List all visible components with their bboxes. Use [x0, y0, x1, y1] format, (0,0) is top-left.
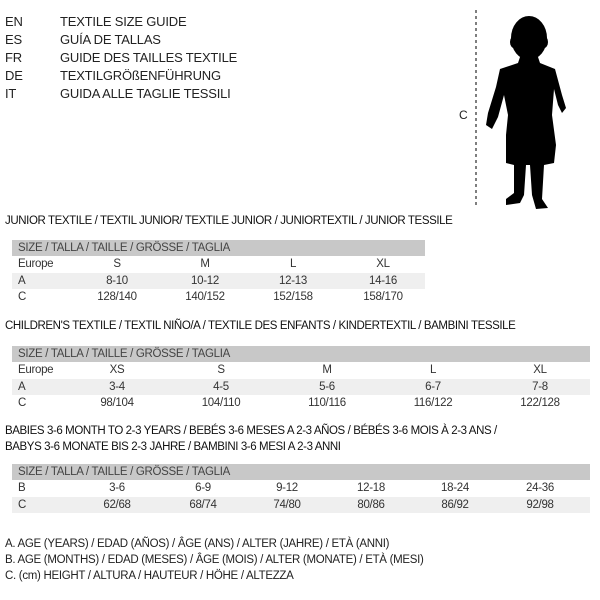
- language-title: TEXTILGRÖßENFÜHRUNG: [60, 68, 221, 83]
- table-title: BABIES 3-6 MONTH TO 2-3 YEARS / BEBÉS 3-…: [5, 425, 497, 437]
- table-title: BABYS 3-6 MONATE BIS 2-3 JAHRE / BAMBINI…: [5, 441, 341, 453]
- row-label: C: [18, 397, 27, 409]
- table-cell: 6-9: [195, 482, 211, 494]
- table-cell: 10-12: [191, 274, 219, 287]
- table-title: CHILDREN'S TEXTILE / TEXTIL NIÑO/A / TEX…: [5, 320, 516, 332]
- table-cell: 8-10: [106, 274, 128, 287]
- table-cell: 80/86: [357, 498, 385, 511]
- table-cell: 7-8: [532, 380, 548, 393]
- table-row: A 3-4 4-5 5-6 6-7 7-8: [12, 378, 590, 395]
- table-cell: 24-36: [526, 482, 554, 494]
- table-cell: M: [322, 364, 332, 376]
- row-label: A: [18, 274, 26, 287]
- table-cell: 12-18: [357, 482, 385, 494]
- table-row: Europe S M L XL: [12, 256, 425, 273]
- table-cell: 74/80: [273, 498, 301, 511]
- row-label: Europe: [18, 364, 54, 376]
- language-title: TEXTILE SIZE GUIDE: [60, 14, 187, 29]
- language-title: GUIDE DES TAILLES TEXTILE: [60, 50, 238, 65]
- language-title: GUÍA DE TALLAS: [60, 32, 161, 47]
- legend-item: C. (cm) HEIGHT / ALTURA / HAUTEUR / HÖHE…: [5, 570, 294, 582]
- table-header: SIZE / TALLA / TAILLE / GRÖSSE / TAGLIA: [12, 464, 590, 480]
- size-table: SIZE / TALLA / TAILLE / GRÖSSE / TAGLIA …: [12, 464, 590, 513]
- table-cell: 4-5: [213, 380, 229, 393]
- table-cell: S: [217, 364, 225, 376]
- table-cell: 68/74: [189, 498, 217, 511]
- table-cell: XL: [533, 364, 547, 376]
- table-cell: 18-24: [441, 482, 469, 494]
- table-row: C 98/104 104/110 110/116 116/122 122/128: [12, 395, 590, 412]
- measure-label: C: [459, 108, 468, 122]
- table-cell: 62/68: [103, 498, 131, 511]
- table-cell: 14-16: [369, 274, 397, 287]
- table-cell: 152/158: [273, 291, 313, 303]
- table-cell: 9-12: [276, 482, 298, 494]
- table-cell: 110/116: [308, 397, 346, 409]
- table-cell: XL: [376, 258, 390, 270]
- table-cell: 116/122: [413, 397, 453, 409]
- table-cell: S: [113, 258, 121, 270]
- table-header: SIZE / TALLA / TAILLE / GRÖSSE / TAGLIA: [12, 240, 425, 256]
- language-code: EN: [5, 14, 23, 29]
- table-cell: 92/98: [526, 498, 554, 511]
- language-title: GUIDA ALLE TAGLIE TESSILI: [60, 86, 231, 101]
- table-cell: 98/104: [100, 397, 134, 409]
- row-label: C: [18, 498, 27, 511]
- table-cell: 86/92: [441, 498, 469, 511]
- table-cell: XS: [109, 364, 125, 376]
- table-cell: 3-6: [109, 482, 125, 494]
- row-label: Europe: [18, 258, 54, 270]
- table-cell: M: [200, 258, 210, 270]
- table-cell: 5-6: [319, 380, 335, 393]
- table-cell: 6-7: [425, 380, 441, 393]
- table-row: C 128/140 140/152 152/158 158/170: [12, 289, 425, 306]
- size-table: SIZE / TALLA / TAILLE / GRÖSSE / TAGLIA …: [12, 240, 425, 306]
- table-cell: 12-13: [279, 274, 307, 287]
- legend-item: B. AGE (MONTHS) / EDAD (MESES) / ÂGE (MO…: [5, 554, 424, 566]
- row-label: A: [18, 380, 26, 393]
- table-header: SIZE / TALLA / TAILLE / GRÖSSE / TAGLIA: [12, 346, 590, 362]
- size-table: SIZE / TALLA / TAILLE / GRÖSSE / TAGLIA …: [12, 346, 590, 412]
- language-code: IT: [5, 86, 17, 101]
- row-label: C: [18, 291, 27, 303]
- table-cell: L: [289, 258, 297, 270]
- language-code: DE: [5, 68, 23, 83]
- table-cell: 3-4: [109, 380, 125, 393]
- table-cell: 128/140: [97, 291, 137, 303]
- table-row: C 62/68 68/74 74/80 80/86 86/92 92/98: [12, 496, 590, 513]
- table-row: Europe XS S M L XL: [12, 362, 590, 379]
- table-row: A 8-10 10-12 12-13 14-16: [12, 272, 425, 289]
- table-cell: 122/128: [520, 397, 560, 409]
- table-cell: 104/110: [201, 397, 241, 409]
- child-silhouette-icon: [475, 10, 566, 209]
- table-cell: 158/170: [363, 291, 403, 303]
- table-title: JUNIOR TEXTILE / TEXTIL JUNIOR/ TEXTILE …: [5, 215, 453, 227]
- language-code: FR: [5, 50, 22, 65]
- table-cell: L: [429, 364, 437, 376]
- table-row: B 3-6 6-9 9-12 12-18 18-24 24-36: [12, 480, 590, 497]
- table-cell: 140/152: [185, 291, 225, 303]
- row-label: B: [18, 482, 26, 494]
- legend-item: A. AGE (YEARS) / EDAD (AÑOS) / ÂGE (ANS)…: [5, 538, 390, 550]
- language-code: ES: [5, 32, 22, 47]
